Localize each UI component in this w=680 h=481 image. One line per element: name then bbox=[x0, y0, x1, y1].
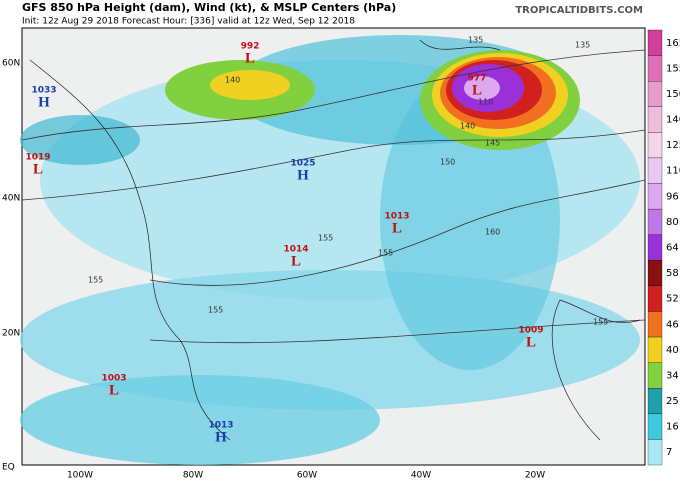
subtitle: Init: 12z Aug 29 2018 Forecast Hour: [33… bbox=[22, 17, 355, 27]
colorbar-label: 25 bbox=[666, 396, 679, 407]
pressure-value: 1003 bbox=[101, 374, 126, 384]
colorbar-label: 110 bbox=[666, 166, 680, 177]
colorbar-swatch bbox=[647, 285, 663, 312]
contour-label: 155 bbox=[593, 318, 608, 327]
storm bbox=[464, 76, 500, 100]
pressure-value: 1033 bbox=[31, 86, 56, 96]
center-letter: L bbox=[526, 334, 536, 350]
pressure-value: 1013 bbox=[208, 421, 233, 431]
colorbar-label: 165 bbox=[666, 38, 680, 49]
contour-label: 160 bbox=[485, 228, 500, 237]
pressure-value: 1025 bbox=[290, 159, 315, 169]
colorbar-swatch bbox=[647, 413, 663, 440]
colorbar-swatch bbox=[647, 439, 663, 466]
lon-label: 80W bbox=[183, 471, 203, 481]
colorbar-swatch bbox=[647, 29, 663, 56]
lat-label: EQ bbox=[2, 463, 15, 473]
title: GFS 850 hPa Height (dam), Wind (kt), & M… bbox=[22, 1, 396, 14]
colorbar-swatch bbox=[647, 106, 663, 133]
center-letter: L bbox=[472, 82, 482, 98]
contour-label: 140 bbox=[460, 122, 475, 131]
pressure-value: 992 bbox=[241, 42, 260, 52]
branding: TROPICALTIDBITS.COM bbox=[515, 5, 643, 16]
colorbar-swatch bbox=[647, 362, 663, 389]
colorbar-swatch bbox=[647, 336, 663, 363]
colorbar-swatch bbox=[647, 157, 663, 184]
lat-label: 40N bbox=[2, 194, 20, 204]
center-letter: H bbox=[215, 429, 227, 445]
center-letter: L bbox=[392, 220, 402, 236]
colorbar-label: 7 bbox=[666, 447, 672, 458]
center-letter: L bbox=[109, 382, 119, 398]
map bbox=[20, 27, 646, 466]
lon-label: 40W bbox=[411, 471, 431, 481]
lat-label: 60N bbox=[2, 59, 20, 69]
colorbar-swatch bbox=[647, 208, 663, 235]
contour-label: 135 bbox=[468, 36, 483, 45]
pressure-value: 1013 bbox=[384, 212, 409, 222]
contour-label: 135 bbox=[575, 41, 590, 50]
colorbar-label: 58 bbox=[666, 268, 679, 279]
colorbar-label: 96 bbox=[666, 191, 679, 202]
coastline bbox=[29, 39, 641, 441]
colorbar-label: 140 bbox=[666, 115, 680, 126]
lon-label: 20W bbox=[525, 471, 545, 481]
contour-label: 155 bbox=[88, 276, 103, 285]
colorbar-label: 80 bbox=[666, 217, 679, 228]
contour-label: 155 bbox=[378, 249, 393, 258]
center-letter: L bbox=[245, 50, 255, 66]
colorbar-swatch bbox=[647, 260, 663, 287]
center-letter: L bbox=[33, 161, 43, 177]
colorbar-swatch bbox=[647, 81, 663, 107]
colorbar-label: 64 bbox=[666, 243, 679, 254]
colorbar-swatch bbox=[647, 183, 663, 210]
lon-label: 60W bbox=[297, 471, 317, 481]
pressure-value: 1019 bbox=[25, 153, 50, 163]
contour-label: 150 bbox=[440, 158, 455, 167]
colorbar-label: 150 bbox=[666, 89, 680, 100]
contour-label: 140 bbox=[225, 76, 240, 85]
colorbar-swatch bbox=[647, 388, 663, 414]
contour bbox=[21, 49, 646, 344]
center-letter: H bbox=[297, 167, 309, 183]
colorbar-label: 155 bbox=[666, 63, 680, 74]
colorbar-swatch bbox=[647, 234, 663, 261]
colorbar-swatch bbox=[647, 55, 663, 82]
colorbar-label: 16 bbox=[666, 422, 679, 433]
contour-label: 110 bbox=[478, 98, 493, 107]
colorbar-label: 52 bbox=[666, 294, 679, 305]
colorbar-swatch bbox=[647, 311, 663, 338]
pressure-value: 977 bbox=[468, 74, 487, 84]
colorbar-label: 46 bbox=[666, 319, 679, 330]
contour-label: 155 bbox=[208, 306, 223, 315]
wind-field bbox=[20, 115, 140, 165]
center-letter: H bbox=[38, 94, 50, 110]
colorbar-swatch bbox=[647, 132, 663, 159]
jet-core bbox=[210, 70, 290, 100]
contour-label: 145 bbox=[485, 139, 500, 148]
colorbar-label: 125 bbox=[666, 140, 680, 151]
contour-label: 155 bbox=[318, 234, 333, 243]
wind-field bbox=[20, 375, 380, 465]
lon-label: 100W bbox=[67, 471, 93, 481]
lat-label: 20N bbox=[2, 329, 20, 339]
pressure-value: 1009 bbox=[518, 326, 543, 336]
colorbar-label: 40 bbox=[666, 345, 679, 356]
pressure-value: 1014 bbox=[283, 245, 308, 255]
center-letter: L bbox=[291, 253, 301, 269]
colorbar-label: 34 bbox=[666, 370, 679, 381]
